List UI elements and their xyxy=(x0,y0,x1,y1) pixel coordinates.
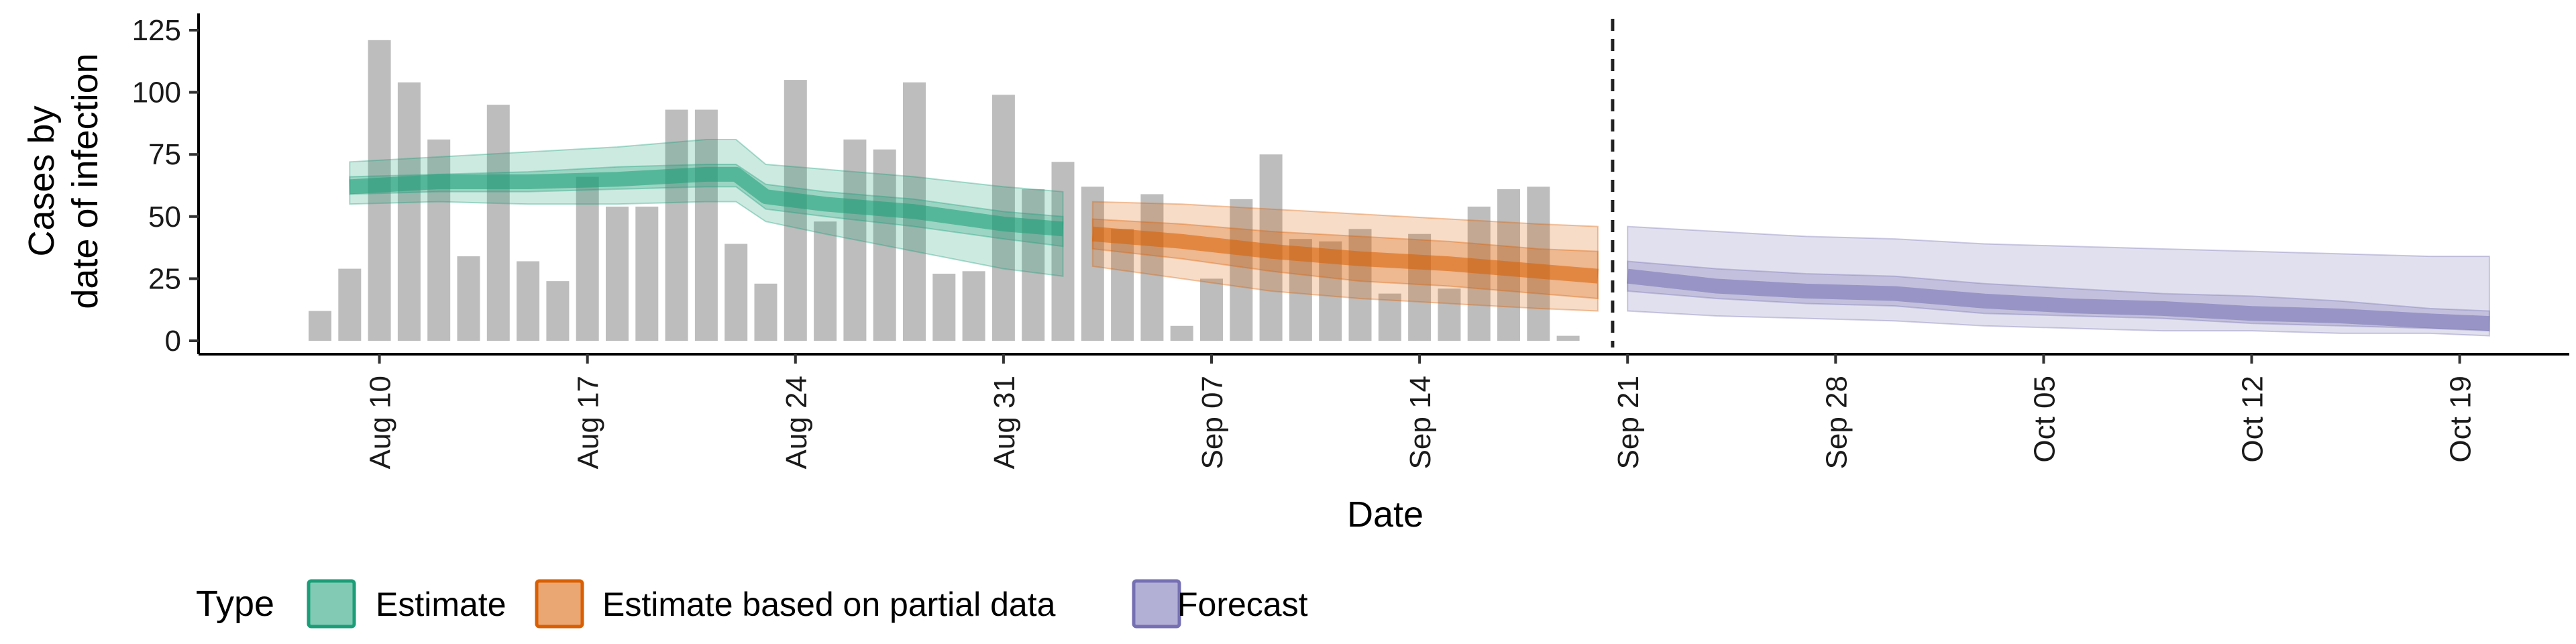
x-tick-label: Sep 07 xyxy=(1196,376,1229,469)
x-ticks: Aug 10 Aug 17 Aug 24 Aug 31 Sep 07 Sep 14 Sep … xyxy=(364,354,2477,469)
bar xyxy=(1438,288,1461,341)
bar xyxy=(635,206,659,341)
bar xyxy=(1111,229,1134,341)
bar xyxy=(843,139,867,341)
y-axis-title-line-1: Cases by xyxy=(21,105,62,256)
y-ticks: 0 25 50 75 100 125 xyxy=(132,14,199,358)
bar xyxy=(546,281,570,341)
bar xyxy=(427,139,451,341)
x-tick-label: Oct 05 xyxy=(2028,376,2061,463)
y-tick-label: 125 xyxy=(132,14,181,47)
bar xyxy=(1140,194,1164,341)
bar xyxy=(873,149,896,341)
legend-label: Estimate based on partial data xyxy=(602,586,1056,623)
x-tick-label: Sep 28 xyxy=(1820,376,1853,469)
bar xyxy=(457,256,480,341)
bar xyxy=(397,82,421,341)
bar xyxy=(1556,335,1580,341)
bar xyxy=(1230,199,1253,341)
bar xyxy=(486,105,510,341)
axes-layer xyxy=(197,13,2569,356)
bar xyxy=(1408,233,1432,341)
y-axis-title-line-2: date of infection xyxy=(65,53,105,309)
median-line xyxy=(1626,268,2490,331)
y-tick-label: 0 xyxy=(165,325,181,358)
legend-label: Forecast xyxy=(1177,586,1308,623)
x-tick-label: Aug 24 xyxy=(780,376,813,469)
bar xyxy=(932,273,956,341)
legend: Type Estimate Estimate based on partial d… xyxy=(196,579,1308,629)
bar xyxy=(606,206,629,341)
x-axis-title: Date xyxy=(1347,494,1424,535)
bar xyxy=(784,80,807,341)
x-tick-label: Oct 12 xyxy=(2237,376,2269,463)
bar xyxy=(962,271,985,341)
x-tick-label: Oct 19 xyxy=(2445,376,2477,463)
y-tick-label: 25 xyxy=(148,262,181,295)
bar xyxy=(1170,325,1193,341)
bands-layer xyxy=(349,138,2490,337)
bar xyxy=(576,176,599,341)
bar xyxy=(694,109,718,341)
x-tick-label: Sep 14 xyxy=(1404,376,1437,469)
legend-key xyxy=(307,579,356,629)
x-tick-label: Aug 31 xyxy=(988,376,1021,469)
legend-label: Estimate xyxy=(376,586,506,623)
band-outer xyxy=(349,138,1064,277)
bar xyxy=(1022,189,1045,341)
bar xyxy=(1200,278,1223,341)
legend-key xyxy=(1132,579,1181,629)
median-line xyxy=(349,166,1064,237)
bar xyxy=(517,261,540,341)
x-tick-label: Sep 21 xyxy=(1612,376,1645,469)
y-tick-label: 75 xyxy=(148,138,181,171)
x-tick-label: Aug 10 xyxy=(364,376,397,469)
bar xyxy=(309,311,331,341)
bar xyxy=(665,109,688,341)
legend-key xyxy=(535,579,584,629)
legend-title: Type xyxy=(196,584,274,624)
bar xyxy=(1081,186,1104,341)
y-tick-label: 100 xyxy=(132,76,181,109)
bar xyxy=(724,244,748,341)
bar xyxy=(1378,293,1401,341)
bar xyxy=(338,268,362,341)
y-tick-label: 50 xyxy=(148,201,181,233)
x-tick-label: Aug 17 xyxy=(572,376,605,469)
y-axis-title: Cases by date of infection xyxy=(21,53,105,309)
bar xyxy=(1348,229,1372,341)
bar xyxy=(754,283,777,341)
bar xyxy=(1051,162,1075,341)
median-line xyxy=(1091,226,1599,284)
bar xyxy=(814,221,837,341)
